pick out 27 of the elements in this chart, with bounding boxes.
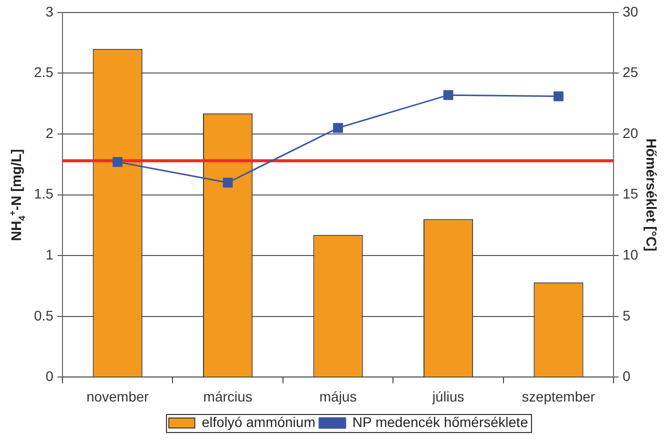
y-tick-label: 1 <box>46 246 54 262</box>
y2-tick-label: 20 <box>622 124 638 141</box>
y2-tick-label: 30 <box>622 3 638 20</box>
point <box>554 91 564 102</box>
x-tick-label: március <box>203 388 252 404</box>
x-tick-label: november <box>86 388 150 404</box>
y2-tick-label: 15 <box>622 186 638 202</box>
x-tick-label: július <box>431 388 464 404</box>
y-tick-label: 3 <box>46 3 54 20</box>
y2-axis-title: Hőmérséklet [°C] <box>644 138 660 252</box>
y2-tick-label: 0 <box>622 368 631 384</box>
y-tick-label: 1.5 <box>34 186 54 202</box>
y2-tick-label: 5 <box>622 307 631 324</box>
point <box>222 178 233 188</box>
legend-label: elfolyó ammónium <box>202 414 316 430</box>
y-tick-label: 0.5 <box>34 307 54 324</box>
point <box>333 122 343 133</box>
x-tick-label: május <box>319 388 357 404</box>
legend-label: NP medencék hőmérséklete <box>352 414 528 430</box>
x-tick-label: szeptember <box>522 388 596 404</box>
point <box>112 157 123 167</box>
y2-tick-label: 25 <box>622 64 638 80</box>
y2-tick-label: 10 <box>622 246 638 262</box>
y-tick-label: 0 <box>46 368 54 384</box>
y-tick-label: 2.5 <box>34 64 54 80</box>
point <box>443 90 454 100</box>
y-tick-label: 2 <box>46 124 54 141</box>
